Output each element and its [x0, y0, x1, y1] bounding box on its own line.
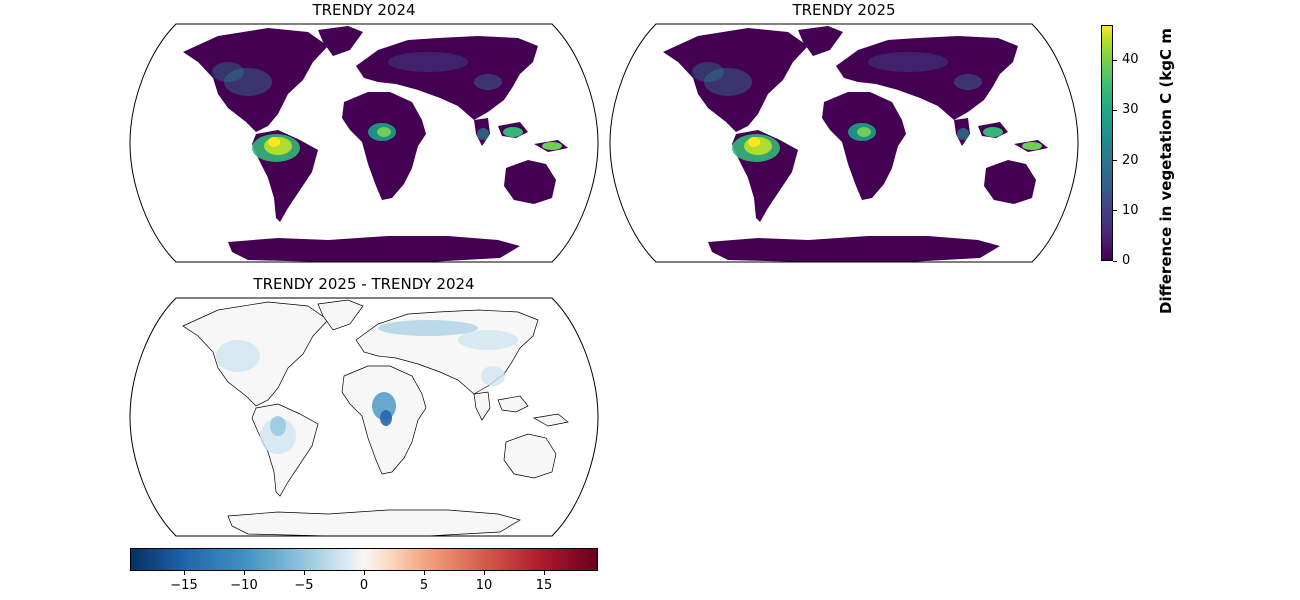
colorbar-vertical-label: Difference in vegetation C (kgC m: [1157, 28, 1175, 314]
biomass-hotspot: [503, 127, 523, 137]
colorbar-vertical-tick-label: 40: [1122, 52, 1139, 68]
colorbar-horizontal-tick: [363, 571, 365, 575]
landmass-af: [822, 92, 906, 200]
biomass-hotspot: [377, 127, 391, 137]
landmass-au: [503, 433, 557, 479]
difference-patch: [458, 330, 518, 350]
panel-title-2024: TRENDY 2024: [312, 1, 416, 19]
landmass-af: [342, 92, 426, 200]
landmass-ant: [708, 236, 1000, 262]
map-frame: [609, 23, 1079, 263]
biomass-hotspot: [224, 68, 272, 96]
landmass-green: [318, 26, 363, 56]
colorbar-horizontal-tick: [423, 571, 425, 575]
colorbar-vertical-tick: [1113, 109, 1117, 111]
biomass-hotspot: [857, 127, 871, 137]
difference-patch: [380, 410, 392, 426]
colorbar-horizontal-tick-label: −15: [170, 578, 198, 593]
biomass-hotspot: [868, 52, 948, 72]
landmass-eu: [356, 36, 538, 120]
colorbar-horizontal-tick: [303, 571, 305, 575]
colorbar-horizontal-tick-label: 10: [475, 578, 493, 593]
difference-patch: [481, 366, 505, 386]
difference-patch: [378, 320, 478, 336]
colorbar-horizontal-tick-label: 0: [359, 578, 369, 593]
biomass-hotspot: [474, 74, 502, 90]
biomass-hotspot: [1022, 142, 1042, 150]
colorbar-horizontal-tick: [483, 571, 485, 575]
biomass-hotspot: [268, 137, 280, 147]
panel-title-difference: TRENDY 2025 - TRENDY 2024: [253, 275, 475, 293]
colorbar-horizontal-tick: [183, 571, 185, 575]
landmass-green: [798, 26, 843, 56]
biomass-hotspot: [477, 128, 489, 140]
map-trendy-2024: [129, 23, 599, 263]
biomass-hotspot: [983, 127, 1003, 137]
biomass-hotspot: [957, 128, 969, 140]
difference-patch: [216, 340, 260, 372]
colorbar-vegetation-carbon: [1101, 25, 1113, 261]
landmass-ant: [227, 509, 521, 537]
landmass-sea: [497, 395, 529, 413]
landmass-ind: [473, 391, 491, 421]
map-frame: [129, 297, 599, 537]
colorbar-vertical-tick: [1113, 210, 1117, 212]
colorbar-vertical-tick: [1113, 59, 1117, 61]
difference-patch: [270, 416, 286, 436]
biomass-hotspot: [212, 62, 244, 82]
landmass-au: [984, 160, 1036, 204]
colorbar-horizontal-tick: [543, 571, 545, 575]
map-difference: [129, 297, 599, 537]
colorbar-vertical-tick-label: 20: [1122, 152, 1139, 168]
biomass-hotspot: [388, 52, 468, 72]
colorbar-horizontal-tick-label: 5: [419, 578, 429, 593]
landmass-ng: [532, 413, 569, 427]
biomass-hotspot: [704, 68, 752, 96]
biomass-hotspot: [542, 142, 562, 150]
map-trendy-2025: [609, 23, 1079, 263]
colorbar-vertical-tick: [1113, 260, 1117, 262]
colorbar-vertical-tick-label: 0: [1122, 253, 1131, 268]
landmass-au: [504, 160, 556, 204]
landmass-ant: [228, 236, 520, 262]
landmass-green: [317, 299, 364, 331]
colorbar-horizontal-tick-label: 15: [535, 578, 553, 593]
colorbar-vertical-tick-label: 30: [1122, 102, 1139, 118]
biomass-hotspot: [954, 74, 982, 90]
biomass-hotspot: [748, 137, 760, 147]
colorbar-difference: [130, 548, 598, 571]
panel-title-2025: TRENDY 2025: [792, 1, 896, 19]
colorbar-horizontal-tick: [243, 571, 245, 575]
colorbar-vertical-tick: [1113, 160, 1117, 162]
landmass-eu: [836, 36, 1018, 120]
map-frame: [129, 23, 599, 263]
colorbar-horizontal-tick-label: −5: [294, 578, 314, 593]
colorbar-horizontal-tick-label: −10: [230, 578, 258, 593]
biomass-hotspot: [692, 62, 724, 82]
colorbar-vertical-tick-label: 10: [1122, 202, 1139, 218]
